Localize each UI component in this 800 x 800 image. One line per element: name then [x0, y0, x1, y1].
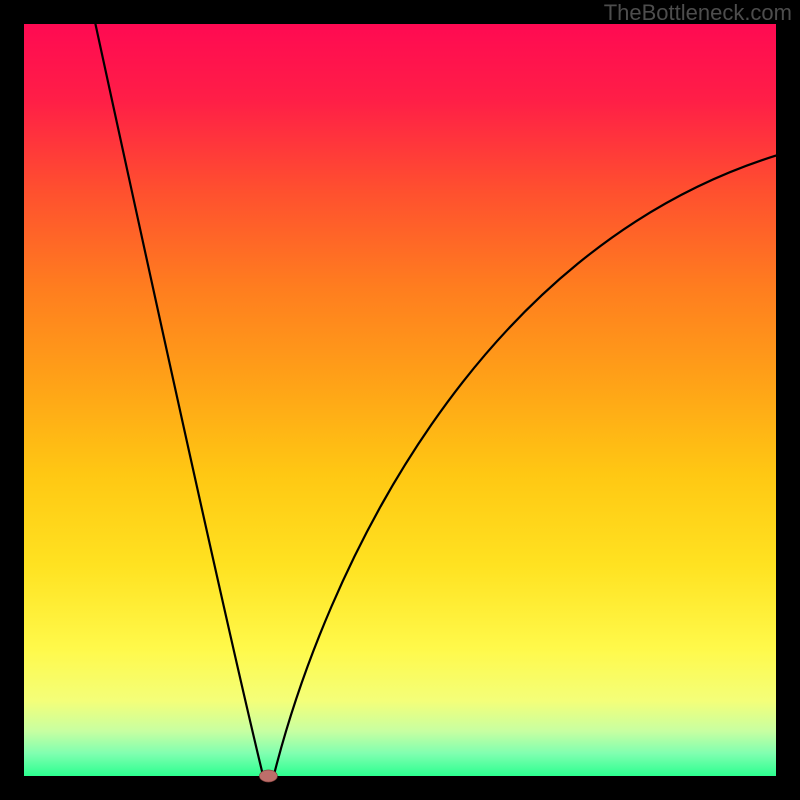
chart-marker [259, 770, 277, 782]
chart-plot-area [24, 24, 776, 776]
chart-svg [0, 0, 800, 800]
chart-canvas: TheBottleneck.com [0, 0, 800, 800]
watermark-text: TheBottleneck.com [604, 0, 792, 26]
